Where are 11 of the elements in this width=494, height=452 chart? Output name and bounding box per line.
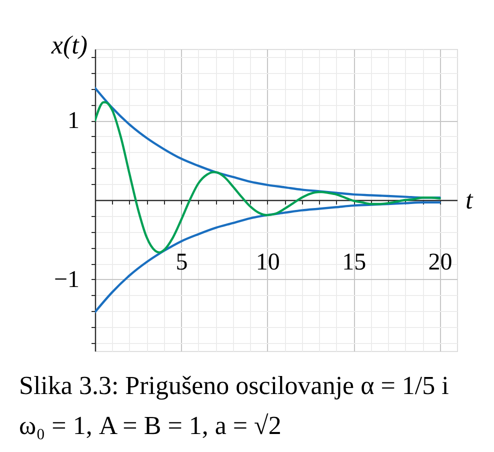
x-tick-label: 5 bbox=[176, 250, 188, 276]
text: Slika 3.3: Prigušeno oscilovanje α = 1/5 i ω₀ = 1, A = B = 1, a = √2 bbox=[19, 371, 449, 440]
y-tick-label: 1 bbox=[68, 108, 80, 134]
y-tick-label: −1 bbox=[54, 266, 80, 293]
x-tick-label: 10 bbox=[256, 250, 280, 276]
y-axis-title: x(t) bbox=[50, 30, 88, 60]
x-axis-title: t bbox=[466, 186, 474, 214]
line-series bbox=[95, 101, 441, 254]
x-tick-label: 20 bbox=[428, 250, 452, 276]
line-series bbox=[95, 86, 441, 199]
x-tick-label: 15 bbox=[342, 250, 366, 276]
